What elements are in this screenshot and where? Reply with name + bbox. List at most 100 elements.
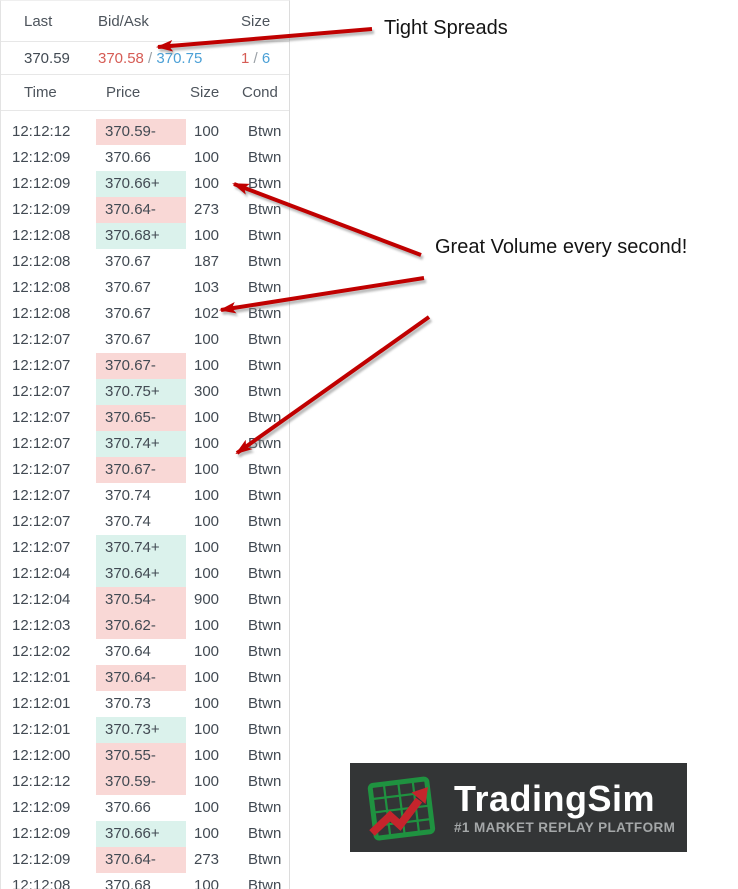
tradingsim-logo: TradingSim #1 MARKET REPLAY PLATFORM [350, 763, 687, 852]
bid-ask-sizes: 1 / 6 [241, 50, 289, 67]
bid-size: 1 [241, 49, 250, 67]
trade-row: 12:12:07 370.67- 100 Btwn [1, 353, 289, 379]
trade-row: 12:12:08 370.68 100 Btwn [1, 873, 289, 889]
trade-size: 100 [194, 643, 220, 660]
trade-cond: Btwn [248, 331, 282, 348]
trade-row: 12:12:01 370.64- 100 Btwn [1, 665, 289, 691]
trade-time: 12:12:07 [12, 513, 71, 530]
trade-time: 12:12:04 [12, 565, 71, 582]
trade-row: 12:12:04 370.54- 900 Btwn [1, 587, 289, 613]
trade-price: 370.64- [96, 665, 186, 691]
trade-cond: Btwn [248, 357, 282, 374]
trade-time: 12:12:08 [12, 227, 71, 244]
trade-size: 100 [194, 773, 220, 790]
trade-size: 100 [194, 435, 220, 452]
quote-header-row: Last Bid/Ask Size [1, 1, 289, 42]
trade-time: 12:12:01 [12, 695, 71, 712]
trade-time: 12:12:08 [12, 253, 71, 270]
trades-header-row: Time Price Size Cond [1, 75, 289, 111]
logo-tagline: #1 MARKET REPLAY PLATFORM [454, 820, 676, 836]
trade-size: 100 [194, 565, 220, 582]
trade-size: 100 [194, 149, 220, 166]
trade-price: 370.59- [96, 119, 186, 145]
cond-column-header: Cond [242, 84, 278, 101]
trade-cond: Btwn [248, 565, 282, 582]
trade-price: 370.73 [105, 695, 151, 712]
trade-time: 12:12:07 [12, 487, 71, 504]
trade-row: 12:12:07 370.67 100 Btwn [1, 327, 289, 353]
trade-price: 370.74+ [96, 431, 186, 457]
trade-time: 12:12:01 [12, 669, 71, 686]
trade-time: 12:12:04 [12, 591, 71, 608]
trade-price: 370.64+ [96, 561, 186, 587]
trade-time: 12:12:12 [12, 123, 71, 140]
trade-row: 12:12:04 370.64+ 100 Btwn [1, 561, 289, 587]
trade-row: 12:12:08 370.67 187 Btwn [1, 249, 289, 275]
trade-row: 12:12:07 370.74+ 100 Btwn [1, 431, 289, 457]
trade-time: 12:12:07 [12, 331, 71, 348]
trade-cond: Btwn [248, 591, 282, 608]
trade-time: 12:12:02 [12, 643, 71, 660]
trade-size: 100 [194, 227, 220, 244]
trade-price: 370.67 [105, 331, 151, 348]
trade-row: 12:12:09 370.66+ 100 Btwn [1, 171, 289, 197]
ask-price: 370.75 [156, 49, 203, 67]
size-separator: / [249, 49, 262, 67]
trade-cond: Btwn [248, 305, 282, 322]
trade-cond: Btwn [248, 825, 282, 842]
bidask-header: Bid/Ask [98, 12, 149, 30]
trade-size: 100 [194, 331, 220, 348]
trade-size: 100 [194, 487, 220, 504]
trade-time: 12:12:09 [12, 851, 71, 868]
bid-ask-separator: / [143, 49, 157, 67]
trade-time: 12:12:08 [12, 305, 71, 322]
trade-time: 12:12:07 [12, 409, 71, 426]
trade-size: 100 [194, 123, 220, 140]
trade-price: 370.74 [105, 513, 151, 530]
last-price: 370.59 [24, 49, 70, 67]
size-column-header: Size [190, 84, 220, 101]
trade-row: 12:12:09 370.64- 273 Btwn [1, 847, 289, 873]
trade-price: 370.59- [96, 769, 186, 795]
trade-time: 12:12:07 [12, 383, 71, 400]
trade-time: 12:12:09 [12, 201, 71, 218]
trade-cond: Btwn [248, 539, 282, 556]
trade-price: 370.74 [105, 487, 151, 504]
trade-size: 102 [194, 305, 220, 322]
quote-values-row: 370.59 370.58 / 370.75 1 / 6 [1, 42, 289, 75]
trade-size: 100 [194, 513, 220, 530]
trade-cond: Btwn [248, 877, 282, 889]
trade-time: 12:12:01 [12, 721, 71, 738]
trade-price: 370.68+ [96, 223, 186, 249]
trade-row: 12:12:09 370.64- 273 Btwn [1, 197, 289, 223]
trade-price: 370.64- [96, 197, 186, 223]
trade-row: 12:12:09 370.66 100 Btwn [1, 145, 289, 171]
trade-price: 370.65- [96, 405, 186, 431]
trade-size: 900 [194, 591, 220, 608]
logo-brand: TradingSim [454, 777, 656, 819]
trade-price: 370.66+ [96, 821, 186, 847]
trade-cond: Btwn [248, 435, 282, 452]
trade-cond: Btwn [248, 253, 282, 270]
trade-price: 370.67- [96, 457, 186, 483]
trade-row: 12:12:08 370.67 102 Btwn [1, 301, 289, 327]
size-header: Size [241, 12, 271, 30]
trade-cond: Btwn [248, 799, 282, 816]
trade-cond: Btwn [248, 617, 282, 634]
trade-price: 370.54- [96, 587, 186, 613]
trade-cond: Btwn [248, 695, 282, 712]
trade-row: 12:12:09 370.66+ 100 Btwn [1, 821, 289, 847]
trade-price: 370.68 [105, 877, 151, 889]
trade-row: 12:12:08 370.67 103 Btwn [1, 275, 289, 301]
trade-row: 12:12:08 370.68+ 100 Btwn [1, 223, 289, 249]
trade-price: 370.73+ [96, 717, 186, 743]
trade-time: 12:12:07 [12, 357, 71, 374]
trade-cond: Btwn [248, 175, 282, 192]
trades-list[interactable]: 12:12:12 370.59- 100 Btwn 12:12:09 370.6… [1, 119, 289, 889]
trade-row: 12:12:07 370.75+ 300 Btwn [1, 379, 289, 405]
trade-size: 100 [194, 617, 220, 634]
trade-price: 370.66 [105, 799, 151, 816]
trade-size: 273 [194, 851, 220, 868]
trade-time: 12:12:09 [12, 799, 71, 816]
trade-price: 370.67 [105, 305, 151, 322]
